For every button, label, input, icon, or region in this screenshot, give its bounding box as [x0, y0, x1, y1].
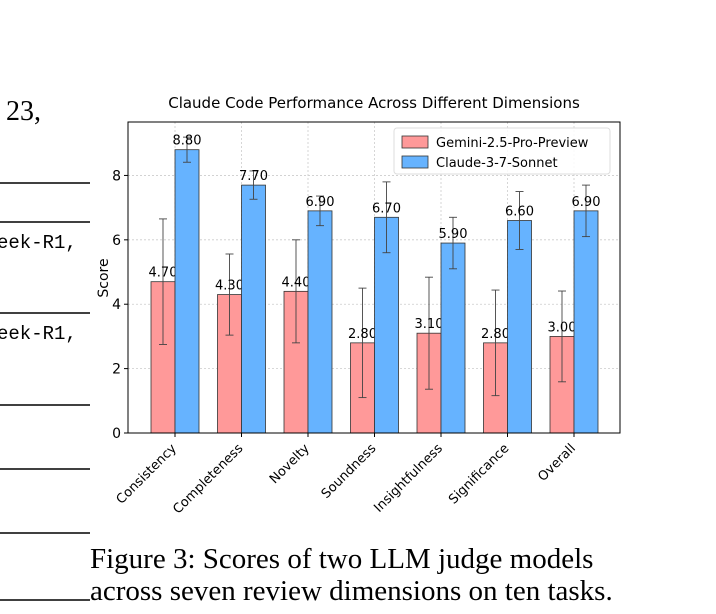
error-bar — [225, 253, 234, 336]
error-bar — [515, 191, 524, 250]
value-label: 5.90 — [439, 227, 468, 242]
x-tick-label: Novelty — [267, 441, 313, 487]
x-tick-label: Significance — [446, 441, 512, 507]
legend-label: Gemini-2.5-Pro-Preview — [436, 136, 589, 151]
plot-frame — [127, 121, 621, 434]
bar — [507, 220, 532, 434]
bar — [440, 242, 466, 434]
legend-box — [393, 127, 611, 175]
y-tick-label: 0 — [112, 426, 121, 442]
chart-title: Claude Code Performance Across Different… — [168, 94, 580, 112]
error-bar — [183, 136, 191, 163]
legend-label: Claude-3-7-Sonnet — [436, 156, 558, 171]
y-axis-label: Score — [96, 258, 112, 297]
value-label: 7.70 — [239, 169, 268, 184]
y-tick-label: 6 — [112, 233, 121, 249]
caption: Figure 3: Scores of two LLM judge models — [90, 543, 593, 575]
bar — [241, 184, 266, 434]
error-bar — [382, 181, 391, 254]
bar — [174, 149, 200, 434]
bar — [374, 216, 399, 434]
error-bar — [449, 216, 457, 270]
fragment: eek-R1, — [0, 232, 77, 254]
bar — [573, 210, 599, 434]
fragment: eek-R1, — [0, 323, 77, 345]
value-label: 4.70 — [149, 266, 178, 281]
error-bar — [558, 290, 566, 383]
legend-swatch — [401, 155, 429, 169]
error-bar — [358, 287, 367, 399]
value-label: 2.80 — [348, 327, 377, 342]
x-tick-label: Consistency — [114, 441, 180, 507]
error-bar — [292, 239, 300, 344]
error-bar — [159, 218, 167, 345]
value-label: 8.80 — [173, 134, 202, 149]
x-tick-label: Soundness — [319, 441, 380, 502]
value-label: 2.80 — [481, 327, 510, 342]
value-label: 4.40 — [282, 275, 311, 290]
caption: across seven review dimensions on ten ta… — [90, 575, 613, 607]
legend: Gemini-2.5-Pro-Preview Claude-3-7-Sonnet — [393, 127, 611, 175]
x-tick-label: Insightfulness — [371, 441, 446, 516]
fragment: 23, — [6, 96, 41, 127]
value-label: 6.90 — [306, 195, 335, 210]
x-tick-label: Completeness — [170, 441, 246, 517]
value-label: 6.90 — [572, 195, 601, 210]
value-label: 4.30 — [215, 279, 244, 294]
x-tick-label: Overall — [535, 441, 578, 484]
bar — [307, 210, 333, 434]
error-bar — [491, 289, 500, 397]
legend-swatch — [401, 135, 429, 149]
value-label: 3.00 — [548, 320, 577, 335]
error-bar — [316, 195, 324, 227]
error-bar — [582, 184, 590, 238]
value-label: 3.10 — [415, 317, 444, 332]
error-bar — [249, 170, 258, 200]
value-label: 6.60 — [505, 205, 534, 220]
y-tick-label: 4 — [112, 297, 121, 313]
error-bar — [425, 276, 433, 390]
value-label: 6.70 — [372, 201, 401, 216]
y-tick-label: 8 — [112, 168, 121, 184]
left-column — [0, 182, 90, 601]
y-tick-label: 2 — [112, 362, 121, 378]
